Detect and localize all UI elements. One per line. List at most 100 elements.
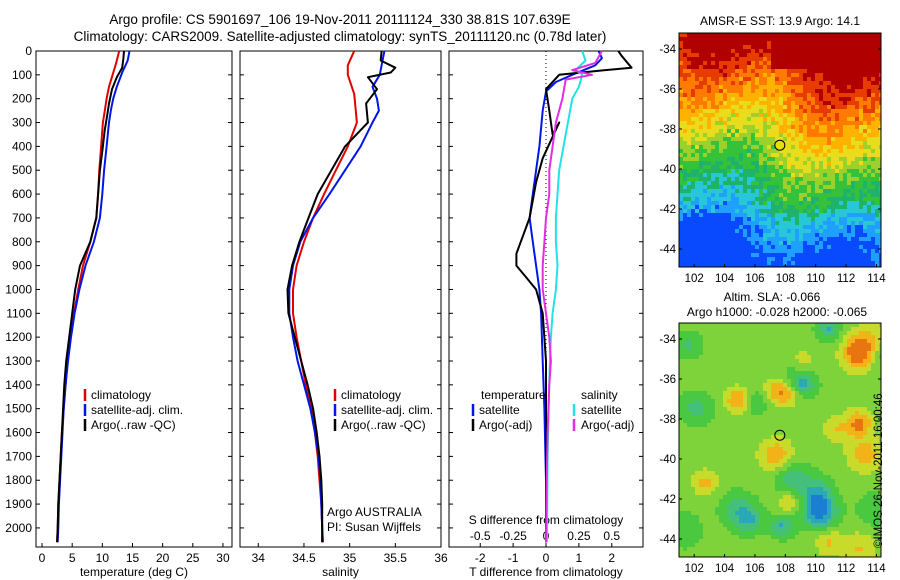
- difference-xtick-label: 2: [608, 551, 615, 565]
- depth-tick-label: 2000: [5, 521, 32, 535]
- sla-map-xtick-label: 110: [807, 563, 825, 575]
- salinity-series-argo-line: [286, 50, 397, 543]
- depth-tick-label: 600: [12, 187, 32, 201]
- difference-legend-label: Argo(-adj): [581, 418, 634, 432]
- difference-series-argo-line: [515, 50, 633, 543]
- difference-legend-label: salinity: [581, 388, 618, 402]
- imos-timestamp: ©IMOS 26-Nov-2011 16:00:46: [873, 393, 885, 548]
- depth-tick-label: 1500: [5, 402, 32, 416]
- temperature-xtick-label: 15: [126, 551, 140, 565]
- sla-map-field: [679, 323, 881, 557]
- temperature-xtick-label: 5: [69, 551, 76, 565]
- figure-title: Argo profile: CS 5901697_106 19-Nov-2011…: [109, 12, 571, 27]
- sla-map-ytick-label: -38: [659, 414, 676, 426]
- difference-legend-label: Argo(-adj): [479, 418, 532, 432]
- depth-tick-label: 800: [12, 235, 32, 249]
- sst-map-ytick-label: -44: [659, 244, 676, 256]
- sst-map-xtick-label: 106: [745, 273, 764, 285]
- sla-map-ytick-label: -34: [659, 334, 676, 346]
- figure-subtitle: Climatology: CARS2009. Satellite-adjuste…: [73, 29, 607, 44]
- depth-tick-label: 1000: [5, 282, 32, 296]
- sla-map-ytick-label: -36: [659, 374, 676, 386]
- depth-tick-label: 1700: [5, 449, 32, 463]
- depth-tick-label: 1900: [5, 497, 32, 511]
- sst-map-xtick-label: 110: [807, 273, 825, 285]
- difference-legend-label: satellite: [479, 403, 520, 417]
- temperature-xlabel: temperature (deg C): [80, 565, 188, 579]
- sla-map-ytick-label: -42: [659, 494, 676, 506]
- sst-map-xtick-label: 104: [715, 273, 735, 285]
- sst-map-xtick-label: 112: [837, 273, 855, 285]
- salinity-xtick-label: 36: [434, 551, 448, 565]
- sla-map-title-line1: Altim. SLA: -0.066: [724, 290, 821, 304]
- sla-map-xtick-label: 112: [837, 563, 855, 575]
- difference-xtick-label: -1: [508, 551, 519, 565]
- difference-legend-label: satellite: [581, 403, 622, 417]
- salinity-legend-label: climatology: [341, 388, 401, 402]
- sla-map-ytick-label: -40: [659, 454, 676, 466]
- salinity-xlabel: salinity: [322, 565, 359, 579]
- temperature-legend-label: satellite-adj. clim.: [91, 403, 183, 417]
- depth-tick-label: 500: [12, 163, 32, 177]
- temperature-xtick-label: 30: [216, 551, 230, 565]
- depth-tick-label: 1400: [5, 378, 32, 392]
- depth-tick-label: 1800: [5, 473, 32, 487]
- difference-xtick-top-label: -0.5: [470, 529, 491, 543]
- temperature-xtick-label: 20: [156, 551, 170, 565]
- sst-map-argo-marker: [774, 139, 786, 151]
- sla-map-ytick-label: -44: [659, 534, 676, 546]
- temperature-xtick-label: 25: [186, 551, 200, 565]
- sst-map-frame: [678, 32, 882, 268]
- temperature-series-argo-line: [56, 50, 125, 543]
- salinity-frame: [239, 50, 442, 548]
- sla-map-frame: [678, 322, 882, 558]
- temperature-legend-label: Argo(..raw -QC): [91, 418, 176, 432]
- sla-map-xtick-label: 104: [715, 563, 735, 575]
- salinity-annotation: Argo AUSTRALIA: [327, 505, 422, 519]
- sst-map-ytick-label: -42: [659, 204, 676, 216]
- sst-map-xtick-label: 102: [685, 273, 704, 285]
- depth-tick-label: 1300: [5, 354, 32, 368]
- difference-xtick-label: -2: [475, 551, 486, 565]
- depth-tick-label: 300: [12, 116, 32, 130]
- salinity-xtick-label: 35: [343, 551, 357, 565]
- sla-map: -34 -36 -38 -40 -42 -44 102 104 106 108 110 112 114 A…: [659, 290, 886, 575]
- difference-xtick-top-label: -0.25: [499, 529, 527, 543]
- temperature-xtick-label: 0: [39, 551, 46, 565]
- sst-map-field: [679, 33, 881, 267]
- salinity-xtick-label: 35.5: [384, 551, 408, 565]
- salinity-xtick-label: 34.5: [292, 551, 316, 565]
- depth-tick-label: 900: [12, 259, 32, 273]
- sst-map-xtick-label: 108: [776, 273, 795, 285]
- difference-xlabel: T difference from climatology: [469, 565, 623, 579]
- difference-legend-label: temperature: [481, 388, 546, 402]
- sst-map-ytick-label: -38: [659, 124, 676, 136]
- temperature-xtick-label: 10: [96, 551, 110, 565]
- depth-tick-label: 1200: [5, 330, 32, 344]
- temperature-panel: 0100200300400500600700800900100011001200…: [5, 44, 233, 579]
- sla-map-xtick-label: 114: [867, 563, 886, 575]
- difference-xtick-top-label: 0.5: [603, 529, 620, 543]
- temperature-legend-label: climatology: [91, 388, 151, 402]
- sla-map-argo-marker: [774, 429, 786, 441]
- depth-tick-label: 200: [12, 92, 32, 106]
- salinity-legend-label: satellite-adj. clim.: [341, 403, 433, 417]
- difference-series-satellite-line: [528, 50, 603, 543]
- difference-xtick-label: 0: [543, 551, 550, 565]
- salinity-xtick-label: 34: [252, 551, 266, 565]
- depth-tick-label: 1100: [6, 306, 32, 320]
- sst-map: -34 -36 -38 -40 -42 -44 102 104 106 108 110 112 114 A…: [659, 14, 886, 285]
- sst-map-title: AMSR-E SST: 13.9 Argo: 14.1: [700, 14, 860, 28]
- depth-tick-label: 1600: [5, 426, 32, 440]
- sla-map-title-line2: Argo h1000: -0.028 h2000: -0.065: [687, 305, 867, 319]
- sla-map-xtick-label: 108: [776, 563, 795, 575]
- difference-series-magenta-line: [541, 50, 603, 543]
- depth-tick-label: 0: [25, 44, 32, 58]
- salinity-annotation: PI: Susan Wijffels: [327, 520, 421, 534]
- sla-map-xtick-label: 106: [745, 563, 764, 575]
- difference-xtick-label: 1: [576, 551, 583, 565]
- salinity-legend-label: Argo(..raw -QC): [341, 418, 426, 432]
